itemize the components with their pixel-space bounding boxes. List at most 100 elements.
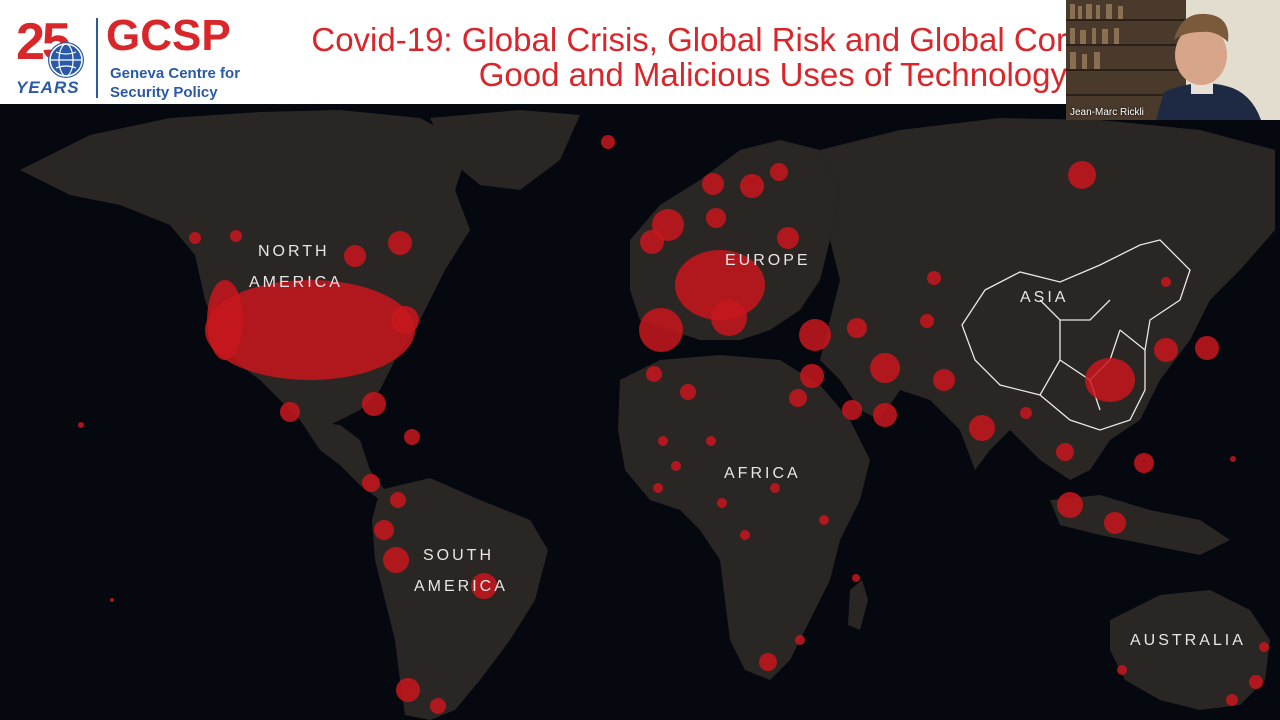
slide-title-line-1: Covid-19: Global Crisis, Global Risk and… [311,21,1067,58]
case-marker [795,635,805,645]
participant-face [1175,25,1227,85]
case-marker [927,271,941,285]
case-marker [388,231,412,255]
label-africa: AFRICA [724,465,801,482]
case-marker [740,530,750,540]
case-cluster-us-west [207,280,243,360]
case-marker [706,436,716,446]
case-marker [404,429,420,445]
continent-indonesia [1050,495,1230,555]
case-marker [870,353,900,383]
case-marker [711,300,747,336]
slide-title: Covid-19: Global Crisis, Global Risk and… [311,22,1067,92]
case-marker [344,245,366,267]
case-marker [1259,642,1269,652]
anniversary-label: YEARS [16,78,80,97]
case-marker [770,483,780,493]
case-marker [362,392,386,416]
continent-asia [820,118,1275,480]
case-marker [362,474,380,492]
case-marker [740,174,764,198]
case-marker [1230,456,1236,462]
case-marker [702,173,724,195]
case-marker [78,422,84,428]
label-south-america-line-2: AMERICA [414,578,508,595]
case-marker [1249,675,1263,689]
case-marker [1195,336,1219,360]
case-marker [383,547,409,573]
brand-name: GCSP [106,11,231,60]
case-marker [471,573,497,599]
label-north-america-line-1: NORTH [258,243,330,260]
case-marker [1020,407,1032,419]
globe-icon [48,42,84,78]
organization-line-1: Geneva Centre for [110,65,241,82]
case-marker [933,369,955,391]
logo-divider [96,18,98,98]
case-marker [280,402,300,422]
case-marker [646,366,662,382]
case-marker [799,319,831,351]
continent-australia [1110,590,1270,710]
case-marker [391,306,419,334]
case-marker [819,515,829,525]
case-marker [969,415,995,441]
case-marker [852,574,860,582]
island-madagascar [848,580,868,630]
participant-video-tile[interactable]: Jean-Marc Rickli [1066,0,1280,120]
covid-world-map: NORTH AMERICA EUROPE ASIA AFRICA SOUTH A… [0,104,1280,720]
case-marker [770,163,788,181]
case-marker [920,314,934,328]
case-marker [717,498,727,508]
case-marker [640,230,664,254]
participant-video-feed [1066,0,1280,120]
label-europe: EUROPE [725,252,811,269]
gcsp-logo: 25 YEARS GCSP Geneva Centre for Security… [14,11,264,102]
case-marker [396,678,420,702]
case-cluster-europe [675,250,765,320]
case-marker [1134,453,1154,473]
participant-name: Jean-Marc Rickli [1070,107,1144,118]
case-marker [430,698,446,714]
label-north-america-line-2: AMERICA [249,274,343,291]
case-marker [110,598,114,602]
slide-title-line-2: Good and Malicious Uses of Technology [478,56,1067,93]
case-marker [230,230,242,242]
label-south-america-line-1: SOUTH [423,547,494,564]
organization-name: Geneva Centre for Security Policy [110,64,270,102]
case-marker [777,227,799,249]
case-marker [680,384,696,400]
case-marker [842,400,862,420]
case-marker [374,520,394,540]
case-marker [873,403,897,427]
case-marker [390,492,406,508]
case-marker [1117,665,1127,675]
case-marker [189,232,201,244]
case-marker [658,436,668,446]
continent-south-america [372,478,548,720]
continent-greenland [430,110,580,190]
case-marker [1057,492,1083,518]
case-marker [671,461,681,471]
case-marker [847,318,867,338]
case-marker [706,208,726,228]
case-marker [653,483,663,493]
case-markers [78,135,1269,714]
case-cluster-china [1085,358,1135,402]
case-marker [601,135,615,149]
case-marker [1104,512,1126,534]
label-australia: AUSTRALIA [1130,632,1246,649]
organization-line-2: Security Policy [110,84,218,101]
case-marker [1226,694,1238,706]
case-marker [1161,277,1171,287]
label-asia: ASIA [1020,289,1068,306]
case-cluster-usa [205,280,415,380]
case-marker [800,364,824,388]
continent-africa [618,355,870,680]
case-marker [1068,161,1096,189]
case-marker [1056,443,1074,461]
case-marker [1154,338,1178,362]
case-marker [789,389,807,407]
case-marker [639,308,683,352]
case-marker [652,209,684,241]
